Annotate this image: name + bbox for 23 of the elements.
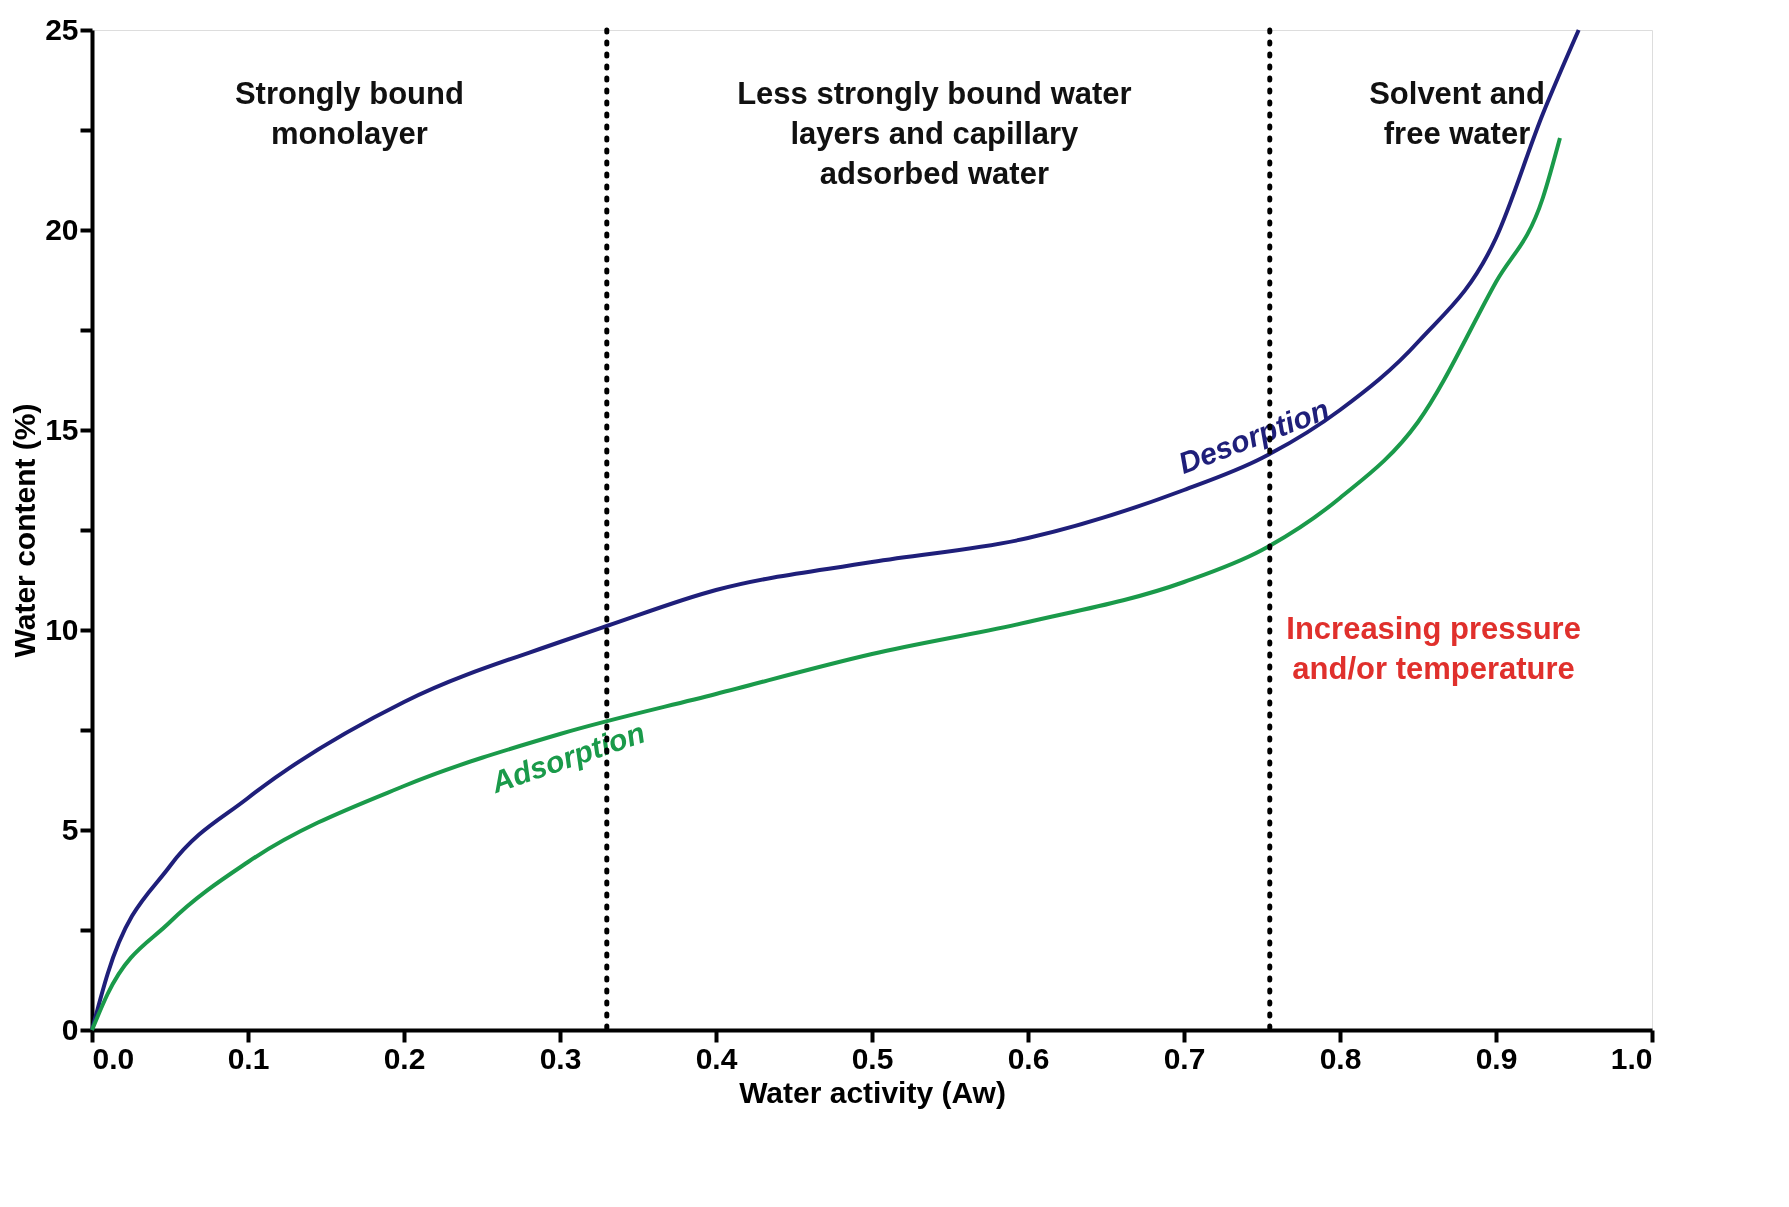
annotation: Solvent and free water: [1369, 76, 1545, 151]
x-tick-label: 0.0: [92, 1041, 135, 1075]
x-tick-label: 1.0: [1610, 1041, 1653, 1075]
x-tick-label: 0.5: [851, 1041, 894, 1075]
y-tick-label: 15: [45, 412, 79, 446]
x-tick-label: 0.2: [383, 1041, 426, 1075]
annotation: Less strongly bound water layers and capillary adsorbed water: [737, 76, 1132, 191]
x-tick-label: 0.6: [1007, 1041, 1050, 1075]
x-tick-label: 0.4: [695, 1041, 738, 1075]
y-tick-label: 10: [45, 612, 79, 646]
x-tick-label: 0.3: [539, 1041, 582, 1075]
y-tick-label: 0: [61, 1012, 79, 1046]
x-tick-label: 0.8: [1319, 1041, 1362, 1075]
x-tick-label: 0.9: [1475, 1041, 1518, 1075]
y-tick-label: 20: [45, 212, 79, 246]
x-tick-label: 0.1: [227, 1041, 270, 1075]
y-tick-label: 25: [45, 12, 79, 46]
x-tick-label: 0.7: [1163, 1041, 1206, 1075]
y-tick-label: 5: [61, 812, 79, 846]
x-axis-title: Water activity (Aw): [739, 1075, 1006, 1109]
y-axis-title: Water content (%): [8, 403, 42, 658]
annotation: Strongly bound monolayer: [234, 76, 464, 151]
annotation: Increasing pressure and/or temperature: [1286, 611, 1581, 686]
